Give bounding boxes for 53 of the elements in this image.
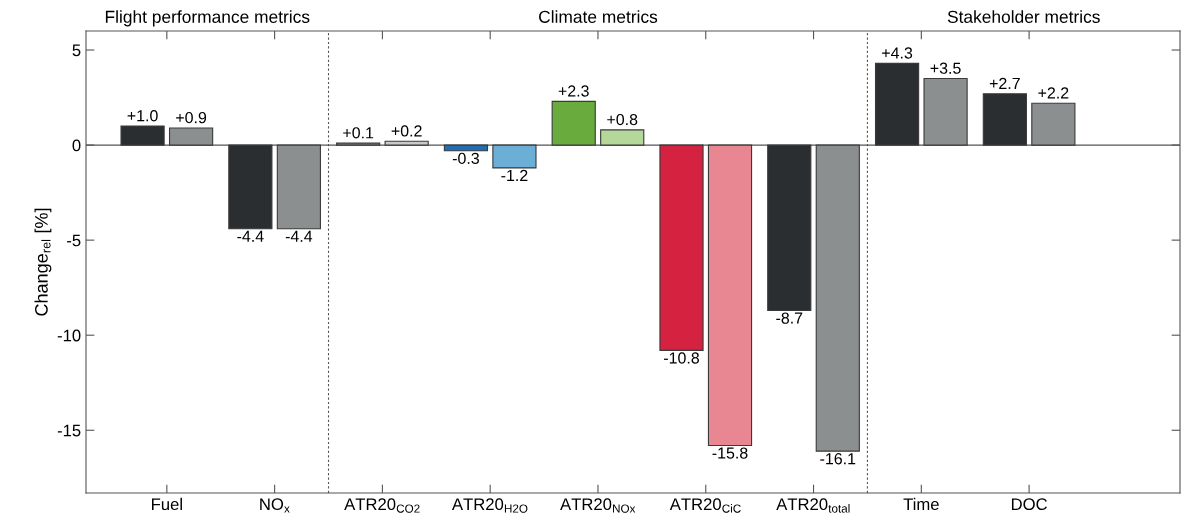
x-tick-label: ATR20$_{H2O}$	[451, 498, 528, 513]
x-tick-label: ATR20$_{NOx}$	[560, 498, 636, 513]
bar	[923, 77, 968, 146]
data-label: +2.3	[558, 85, 589, 97]
bar	[551, 100, 596, 146]
x-tick-label: DOC	[1011, 498, 1047, 511]
x-tick-label: NO$_{x}$	[260, 498, 290, 513]
data-label: +2.2	[1038, 87, 1069, 99]
data-label: -1.2	[501, 169, 528, 181]
bar	[707, 144, 753, 447]
bar	[120, 125, 165, 146]
data-label: +3.5	[930, 62, 961, 74]
bar	[982, 93, 1027, 146]
data-label: -4.4	[237, 230, 264, 242]
y-tick-label: 0	[72, 139, 81, 152]
bar	[168, 127, 214, 146]
y-tick-label: -5	[67, 234, 81, 247]
x-tick-label: ATR20$_{CO2}$	[344, 498, 420, 513]
x-tick-label: ATR20$_{CiC}$	[669, 498, 741, 513]
bar	[228, 144, 273, 230]
y-tick-label: 5	[72, 44, 81, 57]
bar	[384, 140, 429, 146]
x-tick-label: Time	[903, 497, 939, 511]
y-axis-title: Change$_{rel}$ [%]	[34, 208, 52, 316]
x-tick-label: Fuel	[151, 497, 182, 511]
data-label: -10.8	[664, 352, 700, 364]
bar	[276, 144, 321, 230]
data-label: -8.7	[776, 312, 803, 324]
bar	[443, 144, 489, 152]
data-label: -0.3	[452, 152, 479, 165]
text: Stakeholder metrics	[947, 10, 1100, 23]
y-tick-label: -10	[57, 329, 81, 342]
data-label: -16.1	[820, 453, 856, 465]
bar	[659, 144, 704, 351]
data-label: +1.0	[127, 110, 158, 122]
data-label: -4.4	[285, 230, 313, 242]
bar	[815, 144, 860, 452]
data-label: +0.8	[607, 113, 638, 126]
data-label: +0.9	[176, 111, 207, 124]
data-label: +4.3	[882, 47, 913, 59]
bar	[767, 144, 812, 312]
data-label: -15.8	[712, 447, 748, 459]
data-label: +0.1	[343, 127, 374, 139]
text: Climate metrics	[539, 10, 658, 23]
data-label: +0.2	[391, 125, 422, 137]
x-tick-label: ATR20$_{total}$	[776, 498, 850, 513]
bar	[1031, 102, 1076, 146]
y-tick-label: -15	[57, 424, 81, 437]
bar	[600, 129, 645, 146]
text: Flight performance metrics	[105, 10, 310, 27]
bar	[874, 62, 920, 146]
bar	[492, 144, 537, 169]
data-label: +2.7	[989, 77, 1020, 89]
